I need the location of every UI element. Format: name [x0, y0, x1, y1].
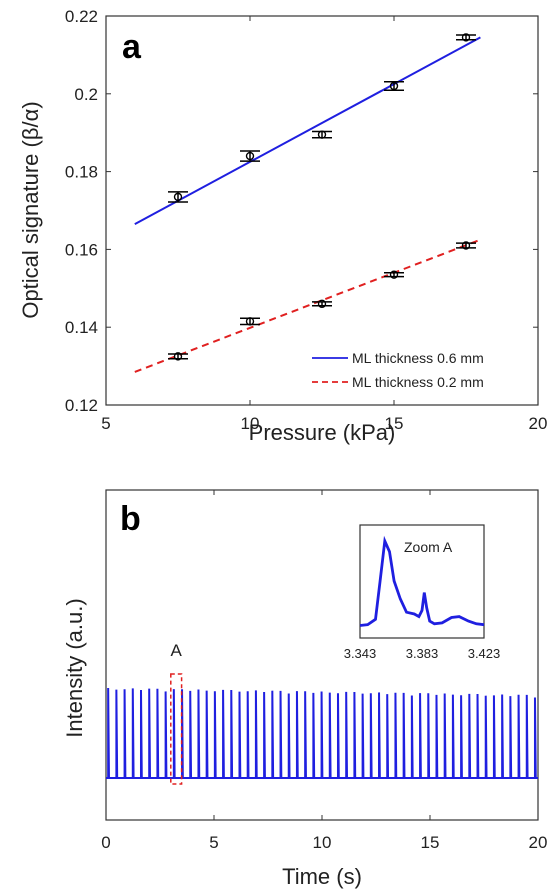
x-tick-label: 0: [101, 833, 110, 852]
data-point-series-2: [240, 317, 260, 326]
marker: [245, 317, 255, 326]
inset-title: Zoom A: [404, 539, 453, 555]
data-point-series-1: [312, 130, 332, 139]
inset-x-tick-label: 3.423: [468, 646, 501, 661]
panel-b-signal: [106, 687, 538, 779]
panel-a-axes-box: [105, 15, 539, 406]
y-tick-label: 0.18: [65, 163, 98, 182]
marker: [245, 151, 255, 161]
y-tick-label: 0.14: [65, 318, 98, 337]
inset-x-tick-label: 3.383: [406, 646, 439, 661]
marker: [317, 299, 327, 309]
marker: [317, 130, 327, 139]
intensity-pulse-trace: [106, 687, 538, 779]
zoom-inset: Zoom A 3.343 3.383 3.423: [344, 524, 501, 661]
marker: [389, 270, 399, 279]
panel-a-legend: ML thickness 0.6 mm ML thickness 0.2 mm: [312, 350, 484, 390]
panel-a-x-axis-label: Pressure (kPa): [249, 420, 396, 445]
zoom-region-marker: [170, 673, 183, 785]
x-tick-label: 10: [313, 833, 332, 852]
data-point-series-1: [240, 150, 260, 162]
y-tick-label: 0.16: [65, 240, 98, 259]
x-tick-label: 10: [241, 414, 260, 433]
x-tick-label: 5: [101, 414, 110, 433]
data-point-series-1: [168, 191, 188, 203]
fit-line-series-2: [134, 238, 481, 373]
panel-a-ticks: 5 10 15 20 0.12 0.14 0.16 0.18 0.2 0.22: [65, 7, 548, 433]
data-point-series-2: [168, 352, 188, 361]
marker: [173, 192, 183, 202]
panel-a-data-points: [168, 33, 476, 361]
panel-b-y-axis-label: Intensity (a.u.): [62, 598, 87, 737]
zoom-region-label: A: [171, 641, 183, 660]
panel-b-x-axis-label: Time (s): [282, 864, 362, 889]
panel-a-letter: a: [122, 28, 142, 66]
data-point-series-2: [384, 270, 404, 279]
x-tick-label: 15: [385, 414, 404, 433]
legend-label-0.2mm: ML thickness 0.2 mm: [352, 374, 484, 390]
legend-label-0.6mm: ML thickness 0.6 mm: [352, 350, 484, 366]
data-point-series-2: [456, 241, 476, 250]
panel-b-ticks: 0 5 10 15 20: [101, 490, 547, 852]
inset-x-tick-label: 3.343: [344, 646, 377, 661]
marker: [461, 241, 471, 250]
marker: [389, 81, 399, 91]
panel-a: a 5 10 15 20 0.12 0.14 0.16 0.18 0.2 0.22 Pressur…: [18, 7, 547, 445]
data-point-series-1: [456, 33, 476, 42]
x-tick-label: 15: [421, 833, 440, 852]
marker: [173, 352, 183, 361]
inset-ticks: 3.343 3.383 3.423: [344, 646, 501, 661]
data-point-series-1: [384, 80, 404, 92]
panel-b-letter: b: [120, 500, 141, 538]
marker: [461, 33, 471, 42]
fit-line-series-1: [134, 36, 481, 225]
x-tick-label: 20: [529, 414, 548, 433]
inset-zoom-trace: [359, 535, 485, 627]
y-tick-label: 0.22: [65, 7, 98, 26]
y-tick-label: 0.12: [65, 396, 98, 415]
panel-a-fit-lines: [134, 36, 481, 373]
panel-b: b 0 5 10 15 20 A Zoom A 3.343 3.383 3.423 Time…: [62, 489, 547, 889]
x-tick-label: 5: [209, 833, 218, 852]
y-tick-label: 0.2: [74, 85, 98, 104]
x-tick-label: 20: [529, 833, 548, 852]
panel-a-y-axis-label: Optical signature (β/α): [18, 101, 43, 318]
data-point-series-2: [312, 299, 332, 309]
